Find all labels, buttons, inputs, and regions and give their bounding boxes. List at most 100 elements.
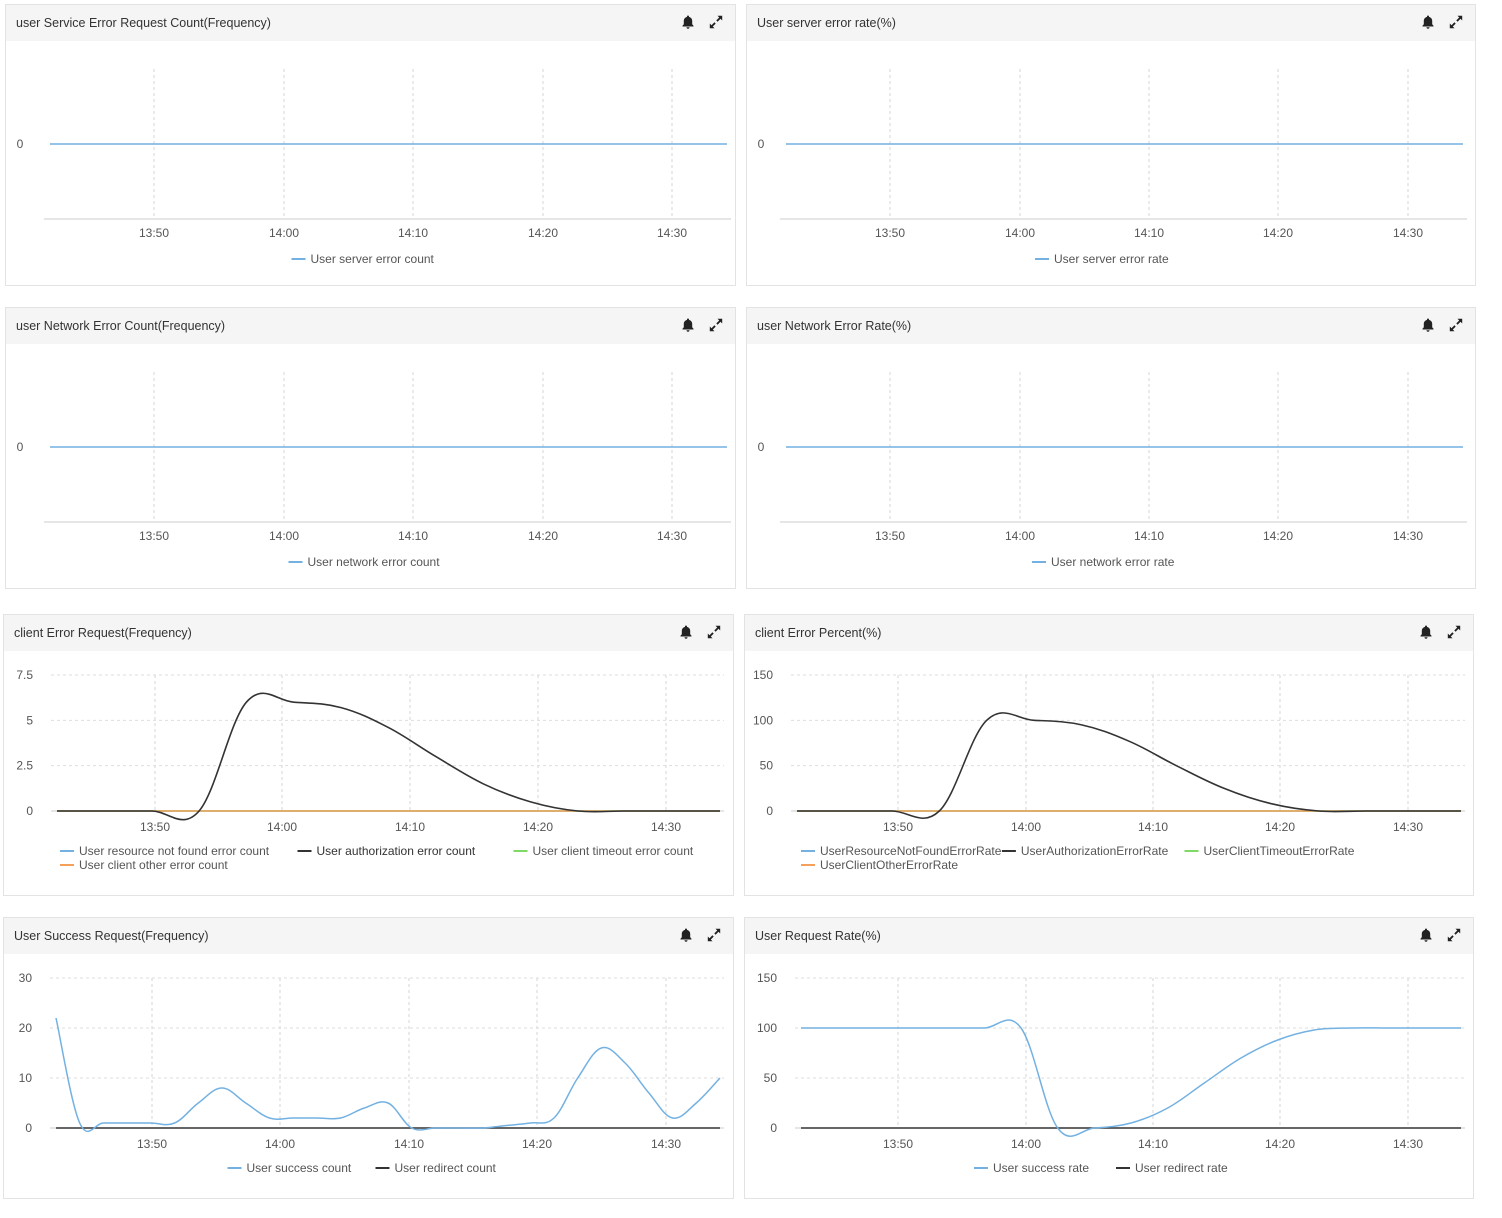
legend: User server error rate bbox=[1035, 252, 1169, 266]
x-tick-label: 14:00 bbox=[1005, 226, 1035, 240]
legend-item[interactable]: User client other error count bbox=[60, 858, 228, 872]
x-tick-label: 14:10 bbox=[1138, 1137, 1168, 1151]
panel-title: User server error rate(%) bbox=[757, 16, 896, 30]
x-tick-label: 14:20 bbox=[1263, 226, 1293, 240]
legend-label: User redirect rate bbox=[1135, 1161, 1228, 1175]
expand-icon[interactable] bbox=[706, 927, 724, 945]
legend-item[interactable]: User resource not found error count bbox=[60, 844, 270, 858]
legend-item[interactable]: UserResourceNotFoundErrorRate bbox=[801, 844, 1002, 858]
panel-header: User Request Rate(%) bbox=[745, 918, 1473, 954]
x-tick-label: 13:50 bbox=[139, 226, 169, 240]
alert-bell-icon[interactable] bbox=[678, 927, 696, 945]
legend-item[interactable]: User network error count bbox=[288, 555, 441, 569]
legend-item[interactable]: User authorization error count bbox=[297, 844, 476, 858]
chart-svg: 0 2.5 5 7.5 13:50 14:00 14:10 14:20 14:30 User re… bbox=[16, 668, 724, 872]
panel-header: User Success Request(Frequency) bbox=[4, 918, 733, 954]
chart-svg: 0 50 100 150 13:50 14:00 14:10 14:20 14:30 UserRe… bbox=[753, 668, 1465, 872]
x-tick-label: 14:10 bbox=[394, 1137, 424, 1151]
panel-title: User Success Request(Frequency) bbox=[14, 929, 209, 943]
chart-panel-p7: User Success Request(Frequency) 0 10 20 30 13… bbox=[3, 917, 734, 1199]
legend-item[interactable]: UserClientTimeoutErrorRate bbox=[1184, 844, 1355, 858]
x-tick-label: 14:20 bbox=[522, 1137, 552, 1151]
legend-item[interactable]: UserAuthorizationErrorRate bbox=[1001, 844, 1169, 858]
y-tick-label: 0 bbox=[766, 804, 773, 818]
legend: User network error rate bbox=[1032, 555, 1175, 569]
grid bbox=[795, 977, 1465, 1129]
legend-label: UserResourceNotFoundErrorRate bbox=[820, 844, 1002, 858]
y-tick-label: 0 bbox=[758, 440, 765, 454]
x-tick-label: 14:30 bbox=[1393, 226, 1423, 240]
x-tick-label: 14:10 bbox=[1138, 820, 1168, 834]
chart-panel-p1: user Service Error Request Count(Frequen… bbox=[5, 4, 736, 286]
legend-item[interactable]: User network error rate bbox=[1032, 555, 1175, 569]
series-line bbox=[796, 712, 1461, 819]
expand-icon[interactable] bbox=[1448, 14, 1466, 32]
alert-bell-icon[interactable] bbox=[1420, 14, 1438, 32]
chart-svg: 0 13:50 14:00 14:10 14:20 14:30 User network e… bbox=[758, 372, 1467, 569]
expand-icon[interactable] bbox=[708, 317, 726, 335]
panel-title: User Request Rate(%) bbox=[755, 929, 881, 943]
series-line bbox=[55, 1017, 721, 1133]
alert-bell-icon[interactable] bbox=[680, 14, 698, 32]
x-tick-label: 14:30 bbox=[1393, 820, 1423, 834]
alert-bell-icon[interactable] bbox=[678, 624, 696, 642]
grid bbox=[50, 977, 724, 1129]
legend-item[interactable]: User client timeout error count bbox=[513, 844, 694, 858]
chart-panel-p4: user Network Error Rate(%) 0 13:50 14:00 14:… bbox=[746, 307, 1476, 589]
alert-bell-icon[interactable] bbox=[680, 317, 698, 335]
series-group bbox=[796, 712, 1461, 819]
alert-bell-icon[interactable] bbox=[1418, 624, 1436, 642]
y-tick-label: 0 bbox=[17, 137, 24, 151]
legend-item[interactable]: User server error rate bbox=[1035, 252, 1169, 266]
x-tick-label: 14:20 bbox=[523, 820, 553, 834]
legend: User success count User redirect count bbox=[227, 1161, 497, 1175]
series-line bbox=[56, 692, 720, 821]
expand-icon[interactable] bbox=[1448, 317, 1466, 335]
expand-icon[interactable] bbox=[708, 14, 726, 32]
chart-panel-p6: client Error Percent(%) 0 50 100 150 13:50 14:… bbox=[744, 614, 1474, 896]
expand-icon[interactable] bbox=[1446, 624, 1464, 642]
x-tick-label: 14:10 bbox=[395, 820, 425, 834]
panel-header: user Network Error Rate(%) bbox=[747, 308, 1475, 344]
x-tick-label: 14:10 bbox=[398, 529, 428, 543]
legend-label: UserAuthorizationErrorRate bbox=[1021, 844, 1169, 858]
x-tick-label: 14:00 bbox=[269, 529, 299, 543]
legend-item[interactable]: User redirect rate bbox=[1116, 1161, 1228, 1175]
chart-svg: 0 50 100 150 13:50 14:00 14:10 14:20 14:30 User s… bbox=[757, 971, 1465, 1175]
panel-title: client Error Percent(%) bbox=[755, 626, 882, 640]
x-tick-label: 14:00 bbox=[1011, 820, 1041, 834]
y-tick-label: 7.5 bbox=[16, 668, 33, 682]
alert-bell-icon[interactable] bbox=[1418, 927, 1436, 945]
x-tick-label: 14:00 bbox=[265, 1137, 295, 1151]
y-tick-label: 50 bbox=[760, 759, 774, 773]
legend-item[interactable]: User server error count bbox=[291, 252, 435, 266]
legend-item[interactable]: User redirect count bbox=[375, 1161, 497, 1175]
expand-icon[interactable] bbox=[1446, 927, 1464, 945]
legend-item[interactable]: User success rate bbox=[974, 1161, 1089, 1175]
x-tick-label: 14:30 bbox=[1393, 1137, 1423, 1151]
x-tick-label: 14:20 bbox=[528, 226, 558, 240]
chart-panel-p2: User server error rate(%) 0 13:50 14:00 14:1… bbox=[746, 4, 1476, 286]
y-tick-label: 30 bbox=[19, 971, 33, 985]
legend: User server error count bbox=[291, 252, 435, 266]
alert-bell-icon[interactable] bbox=[1420, 317, 1438, 335]
legend-item[interactable]: UserClientOtherErrorRate bbox=[801, 858, 958, 872]
x-tick-label: 14:30 bbox=[657, 529, 687, 543]
y-tick-label: 150 bbox=[753, 668, 773, 682]
legend: User resource not found error count User … bbox=[60, 844, 694, 872]
x-tick-label: 14:00 bbox=[1005, 529, 1035, 543]
panel-header: user Service Error Request Count(Frequen… bbox=[6, 5, 735, 41]
chart-panel-p8: User Request Rate(%) 0 50 100 150 13:50 14:00 1… bbox=[744, 917, 1474, 1199]
series-group bbox=[56, 692, 720, 821]
x-tick-label: 13:50 bbox=[139, 529, 169, 543]
series-group bbox=[801, 1019, 1461, 1137]
expand-icon[interactable] bbox=[706, 624, 724, 642]
legend-label: User server error count bbox=[311, 252, 435, 266]
x-tick-label: 14:20 bbox=[528, 529, 558, 543]
legend-label: User success rate bbox=[993, 1161, 1089, 1175]
chart-panel-p5: client Error Request(Frequency) 0 2.5 5 7.5 1… bbox=[3, 614, 734, 896]
legend-item[interactable]: User success count bbox=[227, 1161, 352, 1175]
y-tick-label: 10 bbox=[19, 1071, 33, 1085]
chart-panel-p3: user Network Error Count(Frequency) 0 13:5… bbox=[5, 307, 736, 589]
y-tick-label: 0 bbox=[25, 1121, 32, 1135]
